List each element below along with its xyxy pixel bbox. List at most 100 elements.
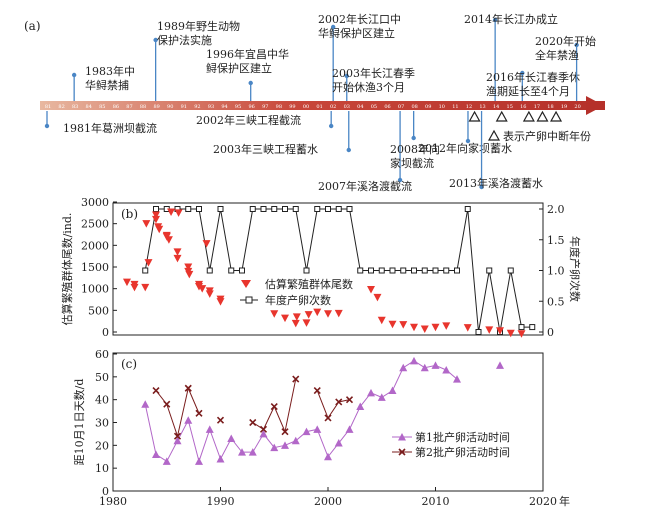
- spawning-count-point: [260, 206, 267, 212]
- timeline-year-label: 18: [547, 104, 553, 110]
- spawning-count-point: [249, 206, 256, 212]
- first-batch-point: [205, 425, 214, 433]
- event-dot: [330, 24, 336, 30]
- first-batch-point: [313, 425, 322, 433]
- timeline-year-label: 94: [221, 104, 227, 110]
- spawning-count-point: [432, 267, 439, 274]
- population-point: [334, 309, 343, 318]
- first-batch-point: [431, 361, 440, 369]
- panel-c-chart: (c) 0 10 20 30 40 50 60 1980 1990 2000 2010 2020 距…: [73, 348, 570, 508]
- second-batch-point: [313, 386, 321, 395]
- event-dot: [44, 123, 50, 129]
- population-point: [173, 254, 182, 263]
- series-second-batch-line: [316, 390, 350, 420]
- panel-b-left-tick-label: 2500: [81, 218, 109, 231]
- first-batch-point: [291, 436, 300, 445]
- event-dot: [574, 42, 579, 48]
- first-batch-point: [410, 356, 418, 365]
- first-batch-point: [356, 402, 365, 411]
- timeline-year-label: 15: [507, 104, 513, 110]
- spawning-count-point: [368, 267, 374, 274]
- panel-c-xtick-label: 1980: [99, 495, 127, 508]
- legend-label-spawning: 年度产卵次数: [265, 293, 331, 307]
- population-point: [281, 314, 289, 323]
- event-label: 保护法实施: [157, 33, 212, 47]
- panel-b-right-tick-label: 0.5: [547, 295, 565, 308]
- second-batch-point: [345, 396, 354, 404]
- second-batch-point: [184, 384, 192, 392]
- series-first-batch-line: [144, 360, 458, 464]
- spawning-count-point: [518, 324, 525, 331]
- event-dot: [479, 184, 484, 190]
- second-batch-point: [249, 418, 257, 427]
- event-label: 华鲟禁捕: [85, 78, 129, 92]
- timeline-year-label: 90: [167, 104, 173, 110]
- population-point: [496, 327, 504, 335]
- first-batch-point: [248, 448, 257, 456]
- timeline-year-label: 97: [262, 104, 268, 110]
- spawning-count-point: [314, 206, 321, 212]
- first-batch-point: [496, 361, 504, 369]
- panel-b-left-tick-label: 1000: [81, 283, 109, 296]
- timeline-year-label: 02: [330, 104, 336, 110]
- population-point: [152, 215, 160, 224]
- event-dot: [344, 73, 349, 79]
- event-label: 1996年宜昌中华: [206, 47, 289, 61]
- panel-c-ytick-label: 60: [95, 348, 109, 361]
- interruption-triangle: [536, 110, 549, 122]
- event-dot: [248, 80, 253, 86]
- second-batch-point: [335, 398, 343, 406]
- spawning-count-point: [271, 206, 278, 212]
- population-point: [442, 322, 451, 330]
- population-point: [485, 326, 494, 334]
- timeline-year-label: 83: [72, 104, 78, 110]
- timeline-bar: [40, 101, 605, 110]
- timeline-event: 2007年溪洛渡截流: [318, 111, 412, 193]
- interruption-triangle: [522, 110, 535, 122]
- spawning-count-point: [196, 206, 202, 212]
- first-batch-point: [442, 365, 451, 374]
- timeline-year-label: 16: [520, 104, 526, 110]
- spawning-count-point: [378, 267, 385, 274]
- timeline-year-label: 17: [534, 104, 540, 110]
- population-point: [431, 323, 440, 332]
- spawning-count-point: [357, 267, 364, 274]
- population-point: [517, 330, 526, 338]
- event-label: 2014年长江办成立: [464, 12, 558, 26]
- timeline-event: 2013年溪洛渡蓄水: [449, 111, 543, 190]
- panel-c-ytick-label: 40: [95, 394, 109, 407]
- event-label: 渔期延长至4个月: [486, 85, 570, 98]
- timeline-year-label: 96: [249, 104, 255, 110]
- first-batch-point: [162, 457, 171, 465]
- second-batch-point: [173, 432, 182, 440]
- event-label: 2012年向家坝蓄水: [418, 141, 512, 155]
- spawning-count-point: [421, 267, 428, 274]
- timeline-year-label: 19: [561, 104, 567, 110]
- panel-b-right-tick-label: 1.5: [547, 234, 565, 247]
- panel-c-ylabel: 距10月1日天数/d: [73, 379, 86, 466]
- timeline-year-label: 09: [425, 104, 431, 110]
- population-point: [506, 329, 515, 338]
- panel-c-ytick-label: 50: [95, 371, 109, 384]
- panel-c-label: (c): [121, 357, 137, 371]
- legend-marker-first-batch: [398, 433, 406, 441]
- legend-marker-second-batch: [398, 448, 406, 456]
- timeline-year-label: 03: [344, 104, 350, 110]
- spawning-count-point: [142, 267, 149, 274]
- event-label: 2002年三峡工程截流: [196, 113, 301, 127]
- second-batch-point: [152, 386, 160, 395]
- population-point: [142, 220, 151, 228]
- population-point: [313, 308, 322, 317]
- timeline-year-label: 95: [235, 104, 241, 110]
- panel-b-ylabel-left: 估算繁殖群体尾数/ind.: [60, 213, 74, 326]
- event-label: 鲟保护区建立: [206, 61, 272, 75]
- first-batch-point: [216, 455, 225, 463]
- timeline-year-label: 01: [316, 104, 322, 110]
- panel-c-xtick-label: 2010: [422, 495, 450, 508]
- population-point: [152, 211, 160, 219]
